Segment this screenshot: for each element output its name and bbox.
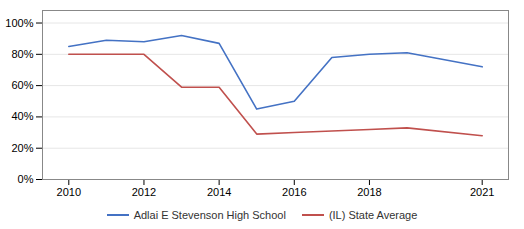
svg-text:20%: 20% [11,142,33,154]
svg-text:2014: 2014 [207,186,231,198]
html-text:(IL) State Average: (IL) State Average [328,209,418,221]
svg-text:80%: 80% [11,48,33,60]
html-text:Adlai E Stevenson High School: Adlai E Stevenson High School [133,209,286,221]
svg-text:100%: 100% [5,17,33,29]
svg-text:2016: 2016 [282,186,306,198]
svg-text:2018: 2018 [357,186,381,198]
svg-text:40%: 40% [11,110,33,122]
svg-text:2021: 2021 [470,186,494,198]
svg-text:60%: 60% [11,79,33,91]
svg-text:2012: 2012 [132,186,156,198]
svg-text:2010: 2010 [57,186,81,198]
svg-text:0%: 0% [18,173,34,185]
